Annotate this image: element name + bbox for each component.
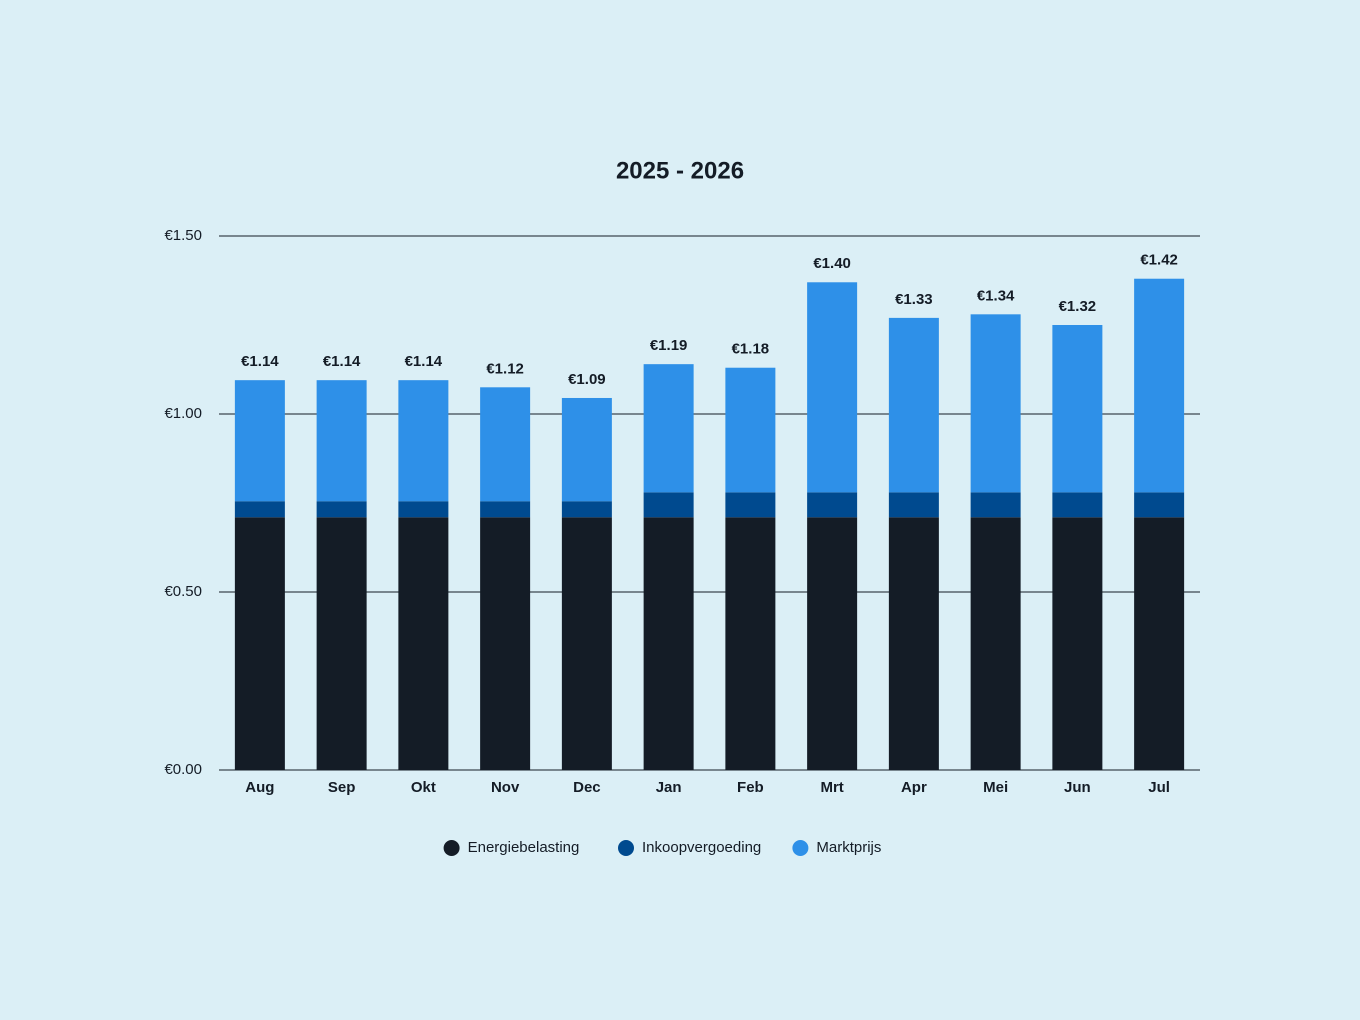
x-tick-label: Jan <box>656 779 682 796</box>
bar-segment <box>888 492 939 518</box>
bar-segment <box>1052 517 1103 770</box>
bar-segment <box>807 492 858 518</box>
bar-segment <box>561 397 612 502</box>
y-tick-label: €1.50 <box>164 227 202 244</box>
legend-label: Marktprijs <box>816 839 881 856</box>
bar-segment <box>1134 492 1185 518</box>
total-label: €1.42 <box>1140 252 1178 269</box>
bar-segment <box>888 517 939 770</box>
x-tick-label: Mei <box>983 779 1008 796</box>
legend-marker <box>618 840 634 856</box>
bar-segment <box>480 517 531 770</box>
bar-segment <box>725 517 776 770</box>
x-tick-label: Aug <box>245 779 274 796</box>
chart-title: 2025 - 2026 <box>616 157 744 184</box>
bar-segment <box>970 492 1021 518</box>
bar-segment <box>398 380 449 502</box>
total-label: €1.32 <box>1059 298 1097 315</box>
bar-segment <box>480 501 531 518</box>
total-label: €1.12 <box>486 360 524 377</box>
total-label: €1.14 <box>241 353 279 370</box>
legend-label: Inkoopvergoeding <box>642 839 761 856</box>
legend-marker <box>792 840 809 856</box>
total-label: €1.34 <box>977 287 1015 304</box>
bar-segment <box>398 501 449 518</box>
bar-segment <box>725 492 776 518</box>
x-tick-label: Jul <box>1148 779 1170 796</box>
x-tick-label: Jun <box>1064 779 1091 796</box>
x-tick-label: Mrt <box>820 779 843 796</box>
y-tick-label: €0.00 <box>164 761 202 778</box>
bar-segment <box>807 282 858 493</box>
bar-segment <box>316 380 367 502</box>
total-label: €1.09 <box>568 371 606 388</box>
bar-segment <box>1134 517 1185 770</box>
bar-segment <box>643 492 694 518</box>
bar-segment <box>234 501 285 518</box>
x-tick-label: Feb <box>737 779 764 796</box>
bar-segment <box>1134 278 1185 493</box>
y-tick-label: €0.50 <box>164 583 202 600</box>
total-label: €1.19 <box>650 337 688 354</box>
bar-segment <box>643 364 694 493</box>
total-label: €1.40 <box>813 255 851 272</box>
bar-segment <box>398 517 449 770</box>
total-label: €1.14 <box>323 353 361 370</box>
total-label: €1.33 <box>895 291 933 308</box>
bar-segment <box>725 367 776 493</box>
bar-segment <box>561 517 612 770</box>
x-tick-label: Sep <box>328 779 356 796</box>
bar-segment <box>643 517 694 770</box>
bar-segment <box>561 501 612 518</box>
legend-marker <box>443 840 460 856</box>
bar-segment <box>234 517 285 770</box>
x-tick-label: Okt <box>411 779 436 796</box>
bar-segment <box>1052 325 1103 493</box>
total-label: €1.14 <box>405 353 443 370</box>
x-tick-label: Nov <box>491 779 520 796</box>
bar-segment <box>1052 492 1103 518</box>
bar-segment <box>970 314 1021 493</box>
bar-segment <box>316 501 367 518</box>
bar-segment <box>316 517 367 770</box>
legend-label: Energiebelasting <box>468 839 580 856</box>
x-tick-label: Apr <box>901 779 927 796</box>
bar-segment <box>970 517 1021 770</box>
total-label: €1.18 <box>732 341 770 358</box>
bar-segment <box>888 317 939 493</box>
bar-segment <box>807 517 858 770</box>
bar-segment <box>234 380 285 502</box>
bar-segment <box>480 387 531 502</box>
y-tick-label: €1.00 <box>164 405 202 422</box>
x-tick-label: Dec <box>573 779 601 796</box>
